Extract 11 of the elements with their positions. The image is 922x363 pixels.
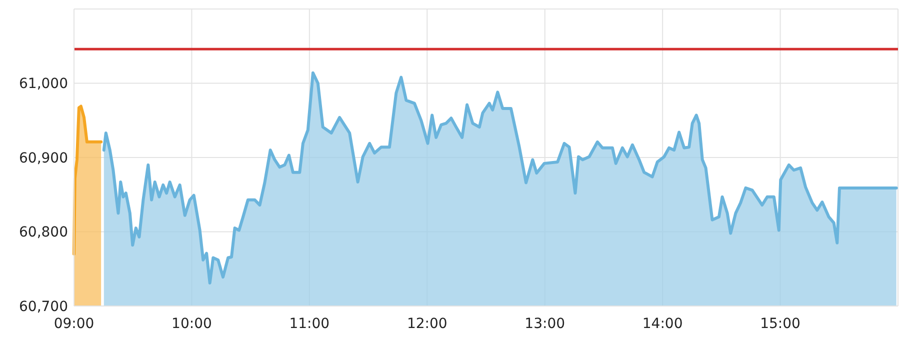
y-tick-label: 60,700 [19,298,68,315]
x-tick-label: 13:00 [524,316,566,332]
y-tick-label: 61,000 [19,76,68,92]
x-tick-label: 14:00 [642,316,683,332]
x-tick-label: 12:00 [406,316,448,332]
y-tick-label: 60,800 [19,224,68,241]
x-tick-label: 09:00 [54,316,94,332]
x-tick-label: 15:00 [760,316,800,332]
x-tick-label: 10:00 [172,316,212,332]
y-tick-label: 60,900 [19,150,68,166]
x-tick-label: 11:00 [289,316,330,332]
